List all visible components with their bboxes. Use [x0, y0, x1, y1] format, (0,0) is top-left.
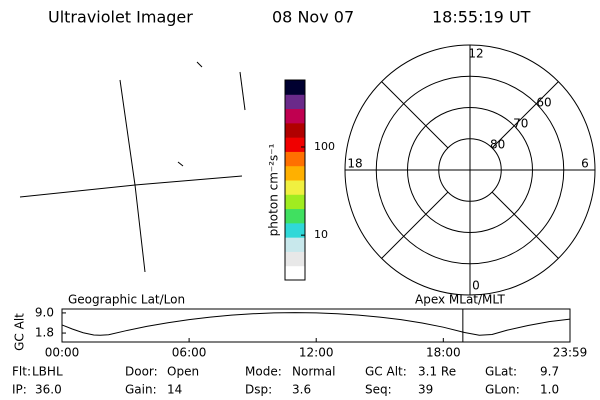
info-value: 14 [167, 383, 182, 397]
x-tick-label: 06:00 [172, 346, 207, 360]
title: Ultraviolet Imager [48, 8, 193, 27]
info-value: 3.1 Re [418, 365, 456, 379]
lat-label: 80 [490, 138, 505, 152]
meridian [239, 71, 246, 111]
info-label: IP: [12, 383, 27, 397]
colorbar-tick-label: 10 [314, 228, 328, 241]
colorbar-frame [284, 79, 306, 281]
colorbar-tick-label: 100 [314, 140, 335, 153]
y-axis-label: GC Alt [13, 313, 27, 351]
coast [196, 61, 203, 68]
color-band [285, 108, 305, 124]
info-value: 1.0 [540, 383, 559, 397]
info-value: LBHL [32, 365, 63, 379]
color-band [285, 194, 305, 210]
geographic-grid [19, 61, 246, 273]
colorbar-label: photon cm⁻²s⁻¹ [267, 143, 281, 236]
color-band [285, 80, 305, 95]
mlt-label: 6 [581, 157, 589, 171]
color-band [285, 151, 305, 167]
mlt-label: 12 [468, 47, 483, 61]
color-band [285, 251, 305, 267]
lat-label: 60 [536, 96, 551, 110]
right-title: Apex MLat/MLT [415, 293, 505, 307]
diagonal [381, 191, 449, 259]
info-value: Open [167, 365, 199, 379]
parallel [19, 175, 243, 198]
x-tick-label: 00:00 [45, 346, 80, 360]
color-band [285, 208, 305, 224]
diagonal [381, 81, 449, 149]
y-tick-label: 1.8 [35, 326, 54, 340]
info-label: Seq: [365, 383, 392, 397]
color-band [285, 165, 305, 181]
coast [177, 161, 184, 167]
x-tick-label: 23:59 [553, 346, 588, 360]
info-value: Normal [292, 365, 335, 379]
mlt-label: 0 [472, 279, 480, 293]
info-value: 9.7 [540, 365, 559, 379]
info-label: GLat: [485, 365, 517, 379]
info-label: Dsp: [245, 383, 272, 397]
color-band [285, 237, 305, 252]
info-label: Flt: [12, 365, 31, 379]
meridian [119, 79, 146, 273]
color-band [285, 222, 305, 238]
info-label: Mode: [245, 365, 282, 379]
color-band [285, 137, 305, 152]
info-label: Door: [125, 365, 158, 379]
color-band [285, 122, 305, 138]
diagonal [491, 81, 559, 149]
x-tick-label: 18:00 [426, 346, 461, 360]
mlt-label: 18 [347, 157, 362, 171]
color-band [285, 94, 305, 110]
info-value: 3.6 [292, 383, 311, 397]
info-value: 39 [418, 383, 433, 397]
plot-frame [61, 308, 571, 343]
info-value: 36.0 [35, 383, 62, 397]
date: 08 Nov 07 [272, 8, 354, 27]
x-tick-label: 12:00 [299, 346, 334, 360]
info-label: GC Alt: [365, 365, 407, 379]
time: 18:55:19 UT [432, 8, 531, 27]
lat-label: 70 [513, 117, 528, 131]
info-label: GLon: [485, 383, 520, 397]
info-label: Gain: [125, 383, 157, 397]
left-title: Geographic Lat/Lon [68, 293, 185, 307]
diagonal [491, 191, 559, 259]
series-line [61, 312, 571, 336]
color-band [285, 265, 305, 281]
color-band [285, 180, 305, 195]
y-tick-label: 9.0 [35, 305, 54, 319]
